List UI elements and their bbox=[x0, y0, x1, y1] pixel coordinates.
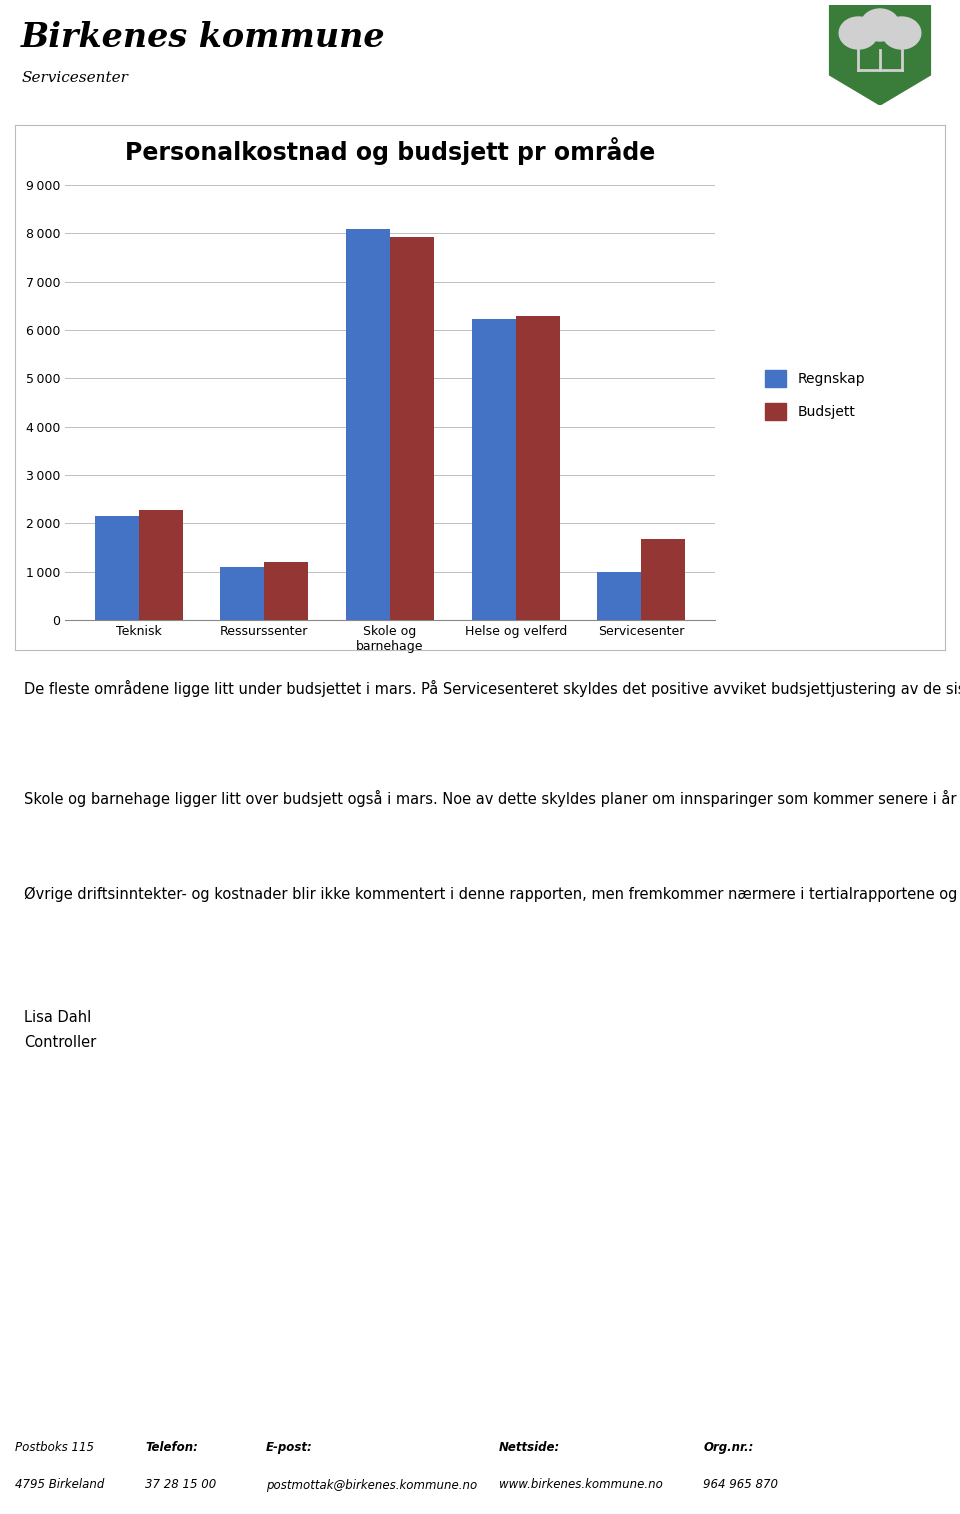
Text: Telefon:: Telefon: bbox=[145, 1441, 198, 1453]
Text: Øvrige driftsinntekter- og kostnader blir ikke kommentert i denne rapporten, men: Øvrige driftsinntekter- og kostnader bli… bbox=[24, 886, 960, 902]
Bar bbox=[138, 510, 182, 621]
Circle shape bbox=[861, 9, 900, 41]
Text: 37 28 15 00: 37 28 15 00 bbox=[145, 1479, 216, 1491]
Text: Org.nr.:: Org.nr.: bbox=[703, 1441, 754, 1453]
Circle shape bbox=[882, 17, 921, 48]
Text: Controller: Controller bbox=[24, 1036, 96, 1051]
Text: E-post:: E-post: bbox=[266, 1441, 313, 1453]
Text: Lisa Dahl: Lisa Dahl bbox=[24, 1010, 91, 1025]
Bar bbox=[94, 516, 138, 621]
Bar bbox=[264, 562, 308, 621]
Text: postmottak@birkenes.kommune.no: postmottak@birkenes.kommune.no bbox=[266, 1479, 477, 1491]
Text: www.birkenes.kommune.no: www.birkenes.kommune.no bbox=[498, 1479, 662, 1491]
Title: Personalkostnad og budsjett pr område: Personalkostnad og budsjett pr område bbox=[125, 138, 655, 165]
Bar bbox=[597, 572, 641, 621]
Legend: Regnskap, Budsjett: Regnskap, Budsjett bbox=[759, 365, 871, 425]
Bar bbox=[220, 566, 264, 621]
Text: 4795 Birkeland: 4795 Birkeland bbox=[15, 1479, 105, 1491]
Text: Nettside:: Nettside: bbox=[498, 1441, 560, 1453]
Bar bbox=[346, 229, 390, 621]
Polygon shape bbox=[829, 5, 930, 104]
Text: Servicesenter: Servicesenter bbox=[21, 71, 128, 85]
Bar bbox=[641, 539, 685, 621]
Bar bbox=[471, 319, 516, 621]
Text: Skole og barnehage ligger litt over budsjett også i mars. Noe av dette skyldes p: Skole og barnehage ligger litt over buds… bbox=[24, 790, 960, 807]
Bar bbox=[390, 236, 434, 621]
Bar bbox=[516, 316, 560, 621]
Text: De fleste områdene ligge litt under budsjettet i mars. På Servicesenteret skylde: De fleste områdene ligge litt under buds… bbox=[24, 680, 960, 696]
Circle shape bbox=[839, 17, 877, 48]
Text: 964 965 870: 964 965 870 bbox=[703, 1479, 779, 1491]
Text: Birkenes kommune: Birkenes kommune bbox=[21, 21, 386, 53]
Text: Postboks 115: Postboks 115 bbox=[15, 1441, 94, 1453]
